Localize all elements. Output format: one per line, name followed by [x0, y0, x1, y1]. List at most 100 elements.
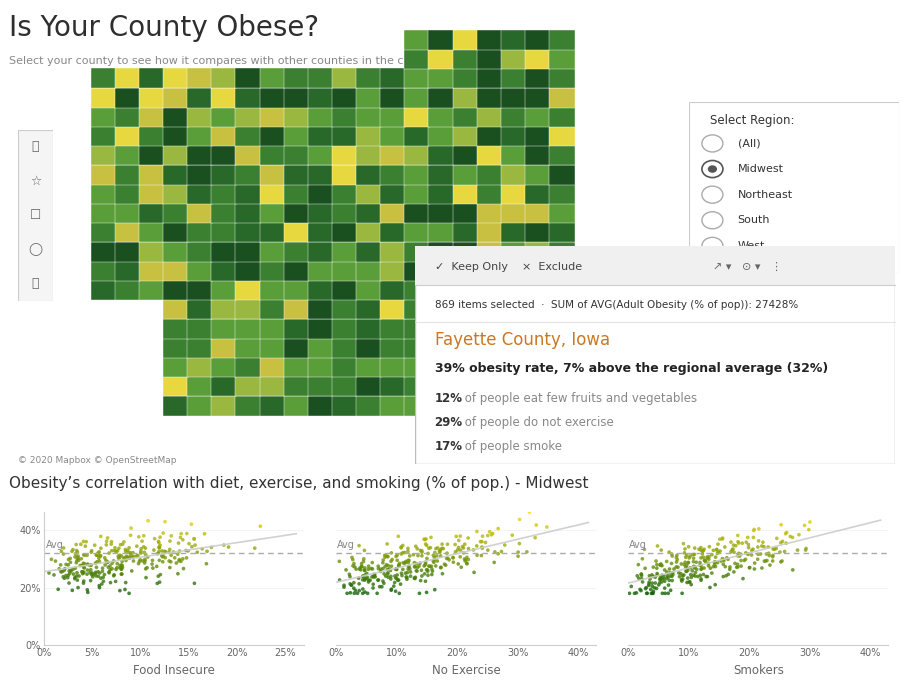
Point [702, 551, 717, 562]
Point [83, 564, 98, 575]
Point [71, 555, 86, 566]
Point [80, 585, 95, 596]
Bar [477, 49, 502, 69]
Bar [356, 223, 382, 242]
Point [712, 533, 727, 544]
Bar [453, 165, 478, 184]
Point [90, 550, 105, 561]
Bar [428, 261, 454, 281]
Bar [284, 280, 310, 301]
Point [635, 570, 649, 581]
Bar [332, 203, 357, 223]
Point [645, 578, 659, 589]
Point [76, 568, 90, 579]
Bar [187, 261, 213, 281]
Bar [501, 165, 526, 184]
Point [64, 565, 79, 576]
Point [367, 569, 382, 580]
Bar [356, 357, 382, 377]
Point [681, 557, 696, 568]
Point [77, 576, 91, 587]
Point [390, 555, 404, 566]
Point [718, 542, 732, 553]
Bar [428, 242, 454, 262]
Point [361, 588, 375, 599]
Bar [428, 87, 454, 108]
Bar [284, 299, 310, 320]
Bar [380, 223, 405, 242]
Bar [308, 68, 333, 89]
Bar [259, 338, 285, 358]
Point [770, 533, 784, 544]
Bar [284, 338, 310, 358]
Bar [549, 203, 574, 223]
Bar [404, 242, 430, 262]
Point [127, 551, 142, 562]
Point [407, 573, 422, 584]
Bar [501, 184, 526, 204]
Point [634, 569, 648, 580]
Point [132, 556, 147, 567]
Point [112, 585, 127, 596]
Point [61, 570, 76, 581]
Point [669, 550, 684, 561]
Point [777, 546, 792, 557]
Point [404, 566, 418, 577]
Point [152, 546, 166, 557]
Point [655, 576, 669, 587]
Point [84, 569, 99, 580]
Bar [284, 165, 310, 184]
Point [741, 539, 756, 550]
Bar [187, 242, 213, 262]
Bar [404, 107, 430, 127]
Point [384, 584, 399, 595]
Point [488, 546, 502, 557]
Bar [139, 242, 164, 262]
Point [84, 546, 99, 557]
Point [121, 545, 135, 556]
Bar [404, 223, 430, 242]
Point [391, 531, 405, 542]
Point [482, 526, 497, 537]
Point [136, 530, 151, 541]
Point [470, 550, 485, 561]
Point [730, 561, 745, 572]
Point [139, 563, 153, 574]
Bar [380, 68, 405, 89]
Point [706, 545, 720, 556]
Bar [428, 357, 454, 377]
Point [680, 565, 695, 576]
Point [77, 567, 91, 578]
Point [114, 561, 129, 572]
Point [698, 555, 712, 566]
Bar [501, 280, 526, 301]
Point [395, 540, 410, 551]
Bar [453, 126, 478, 146]
Point [665, 550, 679, 561]
Bar [332, 145, 357, 165]
Bar [380, 165, 405, 184]
Point [133, 546, 148, 557]
Point [661, 572, 676, 583]
Point [54, 566, 68, 577]
Point [665, 548, 679, 559]
Point [91, 553, 106, 563]
Point [642, 576, 656, 587]
Point [383, 585, 398, 596]
Point [130, 541, 144, 552]
Point [138, 555, 152, 566]
Point [762, 550, 777, 561]
Text: © 2020 Mapbox © OpenStreetMap: © 2020 Mapbox © OpenStreetMap [18, 456, 177, 465]
Point [362, 575, 376, 586]
Point [104, 539, 119, 550]
Point [93, 531, 108, 542]
Point [417, 561, 432, 572]
Point [134, 543, 149, 554]
Point [449, 531, 464, 542]
Text: Select Region:: Select Region: [710, 114, 795, 128]
Point [716, 559, 730, 570]
Point [709, 544, 724, 555]
Point [379, 559, 394, 570]
Point [117, 553, 131, 563]
Point [135, 555, 150, 566]
